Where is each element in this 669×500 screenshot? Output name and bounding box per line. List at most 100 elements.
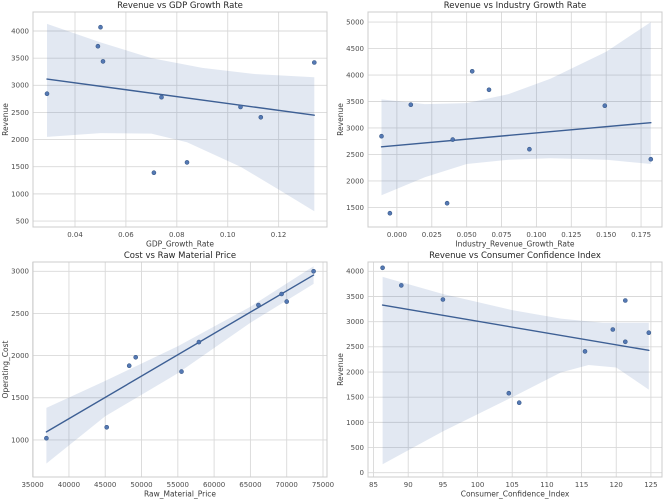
scatter-point: [98, 24, 103, 30]
scatter-point: [486, 87, 492, 93]
x-tick-label: 0.06: [118, 231, 134, 239]
x-tick-label: 120: [610, 481, 623, 489]
x-tick-label: 0.150: [596, 231, 616, 239]
subplot-revenue-vs-gdp-growth-canvas: 0.04 0.06 0.08 0.10 0.12 500 1000 1500 2000 2500 3…: [1, 1, 328, 249]
y-axis-label: Revenue: [1, 103, 10, 136]
scatter-point: [184, 160, 190, 165]
scatter-point: [179, 369, 184, 374]
y-tick-label: 1500: [11, 163, 29, 171]
x-tick-label: 40000: [58, 481, 80, 489]
y-tick-label: 2500: [11, 109, 29, 117]
scatter-point: [408, 102, 414, 107]
subplot-revenue-vs-raw-material-canvas: 35000 40000 45000 50000 55000 60000 65000 70000…: [1, 251, 334, 499]
scatter-point: [159, 94, 164, 100]
regression-line: [381, 304, 650, 352]
scatter-point: [648, 156, 654, 162]
regression-line: [46, 78, 315, 116]
y-tick-label: 4000: [11, 27, 29, 35]
y-tick-label: 500: [16, 217, 29, 225]
x-tick-label: 125: [644, 481, 657, 489]
x-tick-label: 0.100: [526, 231, 546, 239]
x-tick-label: 85: [369, 481, 378, 489]
subplot-title: Revenue vs Consumer Confidence Index: [429, 251, 601, 261]
y-tick-label: 1000: [11, 436, 29, 444]
subplot-title: Cost vs Raw Material Price: [124, 251, 236, 261]
scatter-point: [279, 291, 284, 297]
scatter-point: [100, 59, 106, 64]
x-tick-label: 50000: [130, 481, 152, 489]
scatter-point: [622, 298, 628, 303]
y-axis-label: Revenue: [336, 103, 345, 136]
scatter-point: [311, 268, 316, 274]
y-tick-label: 2000: [346, 368, 364, 376]
subplot-title: Revenue vs GDP Growth Rate: [117, 1, 243, 11]
x-axis-label: Consumer_Confidence_Index: [461, 490, 570, 499]
scatter-point: [238, 104, 243, 110]
y-tick-label: 4500: [346, 45, 364, 53]
x-tick-label: 0.050: [457, 231, 477, 239]
y-tick-label: 2000: [11, 352, 29, 360]
y-tick-label: 0: [360, 469, 364, 477]
x-axis-label: GDP_Growth_Rate: [146, 240, 214, 249]
scatter-point: [196, 339, 202, 345]
y-tick-label: 2000: [11, 136, 29, 144]
x-axis-label: Industry_Revenue_Growth_Rate: [455, 240, 574, 249]
subplot-revenue-vs-industry-growth: 0.000 0.025 0.050 0.075 0.100 0.125 0.150 0.175…: [335, 0, 669, 250]
x-tick-label: 100: [471, 481, 484, 489]
y-tick-label: 1500: [11, 394, 29, 402]
scatter-point: [506, 390, 512, 396]
x-tick-label: 35000: [21, 481, 43, 489]
x-tick-label: 90: [404, 481, 413, 489]
y-tick-label: 4000: [346, 268, 364, 276]
y-tick-label: 1000: [346, 419, 364, 427]
scatter-point: [133, 355, 138, 360]
y-tick-label: 2000: [346, 177, 364, 185]
subplot-revenue-vs-industry-growth-canvas: 0.000 0.025 0.050 0.075 0.100 0.125 0.150 0.175…: [336, 1, 663, 249]
x-tick-label: 0.12: [271, 231, 287, 239]
y-tick-label: 3000: [346, 318, 364, 326]
y-axis-label: Revenue: [336, 353, 345, 386]
y-tick-label: 3000: [11, 268, 29, 276]
x-tick-label: 55000: [167, 481, 189, 489]
y-tick-label: 2500: [346, 151, 364, 159]
regression-line: [45, 274, 315, 433]
x-tick-label: 70000: [276, 481, 298, 489]
x-tick-label: 105: [506, 481, 519, 489]
y-tick-label: 1500: [346, 394, 364, 402]
scatter-point: [399, 283, 404, 288]
x-tick-label: 60000: [203, 481, 225, 489]
subplot-title: Revenue vs Industry Growth Rate: [444, 1, 587, 11]
y-tick-label: 500: [351, 444, 364, 452]
confidence-band: [381, 22, 651, 196]
y-tick-label: 3000: [11, 82, 29, 90]
scatter-point: [151, 170, 157, 175]
x-tick-label: 0.000: [387, 231, 407, 239]
x-tick-label: 65000: [239, 481, 261, 489]
scatter-point: [602, 103, 608, 108]
y-tick-label: 1000: [11, 190, 29, 198]
subplot-revenue-vs-gdp-growth: 0.04 0.06 0.08 0.10 0.12 500 1000 1500 2000 2500 3…: [0, 0, 334, 250]
y-tick-label: 4000: [346, 71, 364, 79]
scatter-point: [284, 299, 290, 304]
y-tick-label: 3500: [346, 293, 364, 301]
scatter-point: [450, 137, 455, 142]
x-tick-label: 0.125: [561, 231, 581, 239]
confidence-band: [382, 276, 649, 465]
x-tick-label: 0.175: [631, 231, 651, 239]
scatter-point: [444, 200, 450, 206]
y-tick-label: 3500: [346, 98, 364, 106]
scatter-point: [311, 60, 317, 65]
scatter-point: [469, 69, 475, 74]
y-tick-label: 3000: [346, 124, 364, 132]
scatter-point: [610, 327, 616, 332]
scatter-point: [582, 349, 588, 354]
scatter-point: [379, 133, 384, 139]
confidence-band: [46, 266, 314, 464]
plot-frame: [32, 11, 328, 228]
x-tick-label: 0.025: [422, 231, 442, 239]
x-tick-label: 0.04: [67, 231, 83, 239]
plot-frame: [367, 261, 663, 478]
y-tick-label: 1500: [346, 204, 364, 212]
scatter-point: [622, 339, 628, 345]
